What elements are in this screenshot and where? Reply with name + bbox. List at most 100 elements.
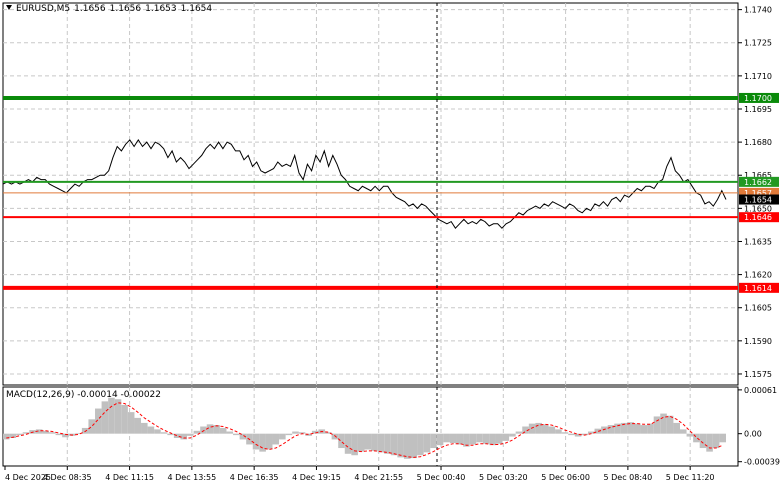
macd-histogram-bar: [476, 433, 483, 443]
macd-histogram-bar: [673, 422, 680, 434]
macd-histogram-bar: [239, 433, 247, 440]
price-line: [2, 138, 727, 230]
macd-histogram-bar: [311, 430, 319, 434]
macd-histogram-bar: [305, 433, 312, 436]
macd-histogram-bar: [463, 433, 470, 447]
macd-histogram-bar: [147, 426, 155, 434]
macd-histogram-bar: [423, 433, 431, 453]
macd-histogram-bar: [417, 433, 424, 456]
macd-histogram-bar: [555, 429, 562, 434]
macd-histogram-bar: [410, 433, 418, 459]
macd-histogram-bar: [62, 433, 69, 438]
price-pane[interactable]: [2, 2, 739, 386]
macd-histogram-bar: [699, 433, 707, 449]
macd-histogram-bar: [719, 433, 726, 443]
level-tag-label: 1.1614: [744, 284, 772, 293]
x-tick-label: 4 Dec 13:55: [168, 473, 217, 482]
x-tick-label: 4 Dec 21:55: [354, 473, 403, 482]
x-tick-label: 4 Dec 16:35: [230, 473, 279, 482]
macd-histogram-bar: [377, 433, 385, 453]
macd-histogram-bar: [647, 423, 654, 434]
macd-histogram-bar: [219, 427, 227, 434]
macd-histogram-bar: [134, 417, 142, 434]
macd-histogram-bar: [108, 397, 115, 434]
y-tick-label: 1.1575: [744, 370, 772, 379]
y-tick-label: 1.1635: [744, 237, 772, 246]
macd-histogram-bar: [403, 433, 411, 459]
macd-histogram-bar: [614, 423, 621, 434]
macd-histogram-bar: [338, 433, 345, 449]
macd-histogram-bar: [101, 401, 109, 434]
x-tick-label: 4 Dec 19:15: [292, 473, 341, 482]
macd-histogram-bar: [167, 433, 174, 436]
macd-histogram-bar: [561, 432, 569, 434]
macd-histogram-bar: [272, 433, 280, 445]
macd-histogram-bar: [574, 433, 582, 437]
macd-histogram-bar: [482, 433, 490, 444]
macd-histogram-bar: [706, 433, 713, 452]
macd-histogram-bar: [495, 433, 503, 444]
macd-histogram-bar: [88, 419, 96, 434]
macd-histogram-bar: [607, 425, 615, 434]
y-tick-label: 1.1650: [744, 204, 772, 213]
ohlc-high: 1.1656: [109, 4, 142, 14]
macd-title: MACD(12,26,9) -0.00014 -0.00022: [6, 390, 162, 400]
level-tag-label: 1.1657: [744, 189, 772, 198]
y-tick-label: 1.1605: [744, 304, 772, 313]
symbol-label: EURUSD,M5: [16, 4, 71, 14]
macd-histogram-bar: [456, 433, 464, 445]
macd-histogram-bar: [594, 428, 602, 434]
macd-histogram-bar: [325, 432, 332, 434]
macd-histogram-bar: [279, 433, 286, 440]
macd-histogram-bar: [443, 433, 450, 443]
macd-histogram-bar: [95, 408, 102, 434]
macd-histogram-bar: [449, 433, 457, 444]
macd-histogram-bar: [535, 422, 542, 434]
macd-histogram-bar: [601, 426, 608, 434]
macd-histogram-bar: [298, 432, 306, 434]
y-tick-label: 1.1725: [744, 39, 772, 48]
macd-histogram-bar: [712, 433, 720, 449]
y-tick-label: 1.1740: [744, 6, 772, 15]
macd-histogram-bar: [154, 429, 161, 434]
macd-histogram-bar: [568, 433, 575, 436]
macd-histogram-bar: [693, 433, 700, 443]
macd-histogram-bar: [548, 426, 556, 434]
macd-histogram-bar: [193, 430, 201, 434]
level-tag: [739, 176, 779, 187]
ohlc-close: 1.1654: [180, 4, 213, 14]
macd-histogram-bar: [587, 431, 595, 434]
macd-histogram-bar: [364, 433, 372, 450]
macd-histogram-bar: [226, 431, 234, 434]
macd-histogram-bar: [430, 433, 437, 449]
y-tick-label: 1.1710: [744, 72, 772, 81]
x-tick-label: 5 Dec 08:40: [604, 473, 653, 482]
level-tag: [739, 92, 779, 103]
macd-histogram-bar: [390, 433, 398, 456]
macd-histogram-bar: [121, 404, 128, 434]
macd-histogram-bar: [200, 426, 207, 434]
macd-histogram-bar: [265, 433, 273, 450]
macd-histogram-bar: [331, 433, 339, 440]
macd-histogram-bar: [351, 433, 358, 456]
macd-histogram-bar: [180, 433, 188, 440]
dropdown-arrow-icon[interactable]: [6, 5, 12, 10]
macd-histogram-bar: [640, 425, 648, 434]
macd-histogram-bar: [127, 412, 135, 434]
level-tag-label: 1.1662: [744, 178, 772, 187]
macd-histogram-bar: [679, 429, 687, 434]
macd-y-tick-label: 0.00: [744, 430, 762, 439]
macd-histogram-bar: [660, 413, 667, 434]
chart-title: EURUSD,M5 1.1656 1.1656 1.1653 1.1654: [6, 4, 216, 14]
macd-histogram-bar: [16, 433, 23, 436]
y-tick-label: 1.1620: [744, 271, 772, 280]
macd-histogram-bar: [9, 433, 17, 438]
y-tick-label: 1.1695: [744, 105, 772, 114]
macd-histogram-bar: [285, 433, 293, 436]
macd-histogram-bar: [252, 433, 260, 450]
macd-histogram-bar: [633, 423, 641, 434]
macd-histogram-bar: [653, 416, 661, 434]
level-tag: [739, 282, 779, 293]
